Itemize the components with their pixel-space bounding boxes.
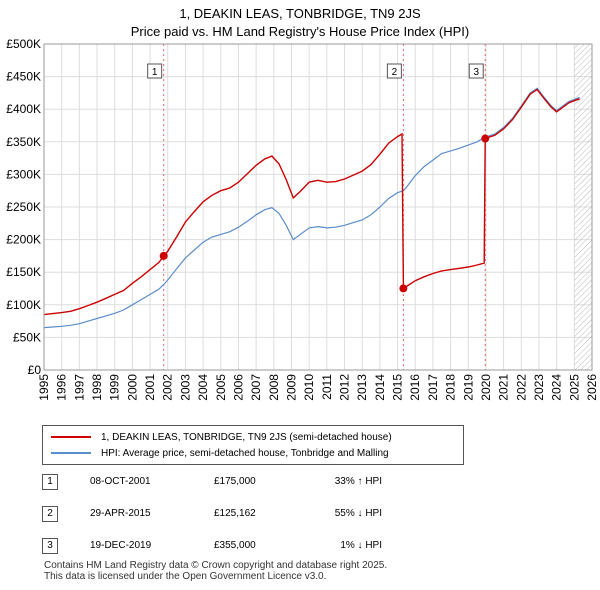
sale-price: £175,000 (214, 476, 256, 487)
footer-line-2: This data is licensed under the Open Gov… (44, 571, 327, 582)
x-tick-label: 2000 (125, 374, 139, 401)
sale-date: 19-DEC-2019 (90, 540, 152, 551)
x-tick-label: 1997 (72, 374, 86, 401)
y-tick-label: £450K (6, 70, 41, 84)
x-tick-label: 2018 (444, 374, 458, 401)
x-tick-label: 2003 (178, 374, 192, 401)
y-tick-label: £400K (6, 102, 41, 116)
y-tick-label: £200K (6, 233, 41, 247)
legend-swatch-price (51, 436, 91, 438)
chart-title-block: 1, DEAKIN LEAS, TONBRIDGE, TN9 2JS Price… (0, 5, 600, 41)
grid-layer (43, 43, 593, 371)
y-tick-label: £300K (6, 167, 41, 181)
sale-label-box (147, 63, 163, 79)
y-tick-label: £0 (28, 363, 42, 377)
sale-point (159, 251, 168, 260)
legend-label-hpi: HPI: Average price, semi-detached house,… (101, 447, 389, 459)
legend-label-price: 1, DEAKIN LEAS, TONBRIDGE, TN9 2JS (semi… (101, 431, 392, 443)
sale-date: 29-APR-2015 (90, 508, 151, 519)
sale-hpi-diff: 1% ↓ HPI (340, 540, 382, 551)
sale-number-badge: 3 (42, 538, 58, 554)
sale-point (399, 284, 408, 293)
x-tick-label: 2002 (161, 374, 175, 401)
sale-label-text: 2 (392, 67, 398, 78)
sale-number-badge: 1 (42, 474, 58, 490)
x-tick-label: 2021 (497, 374, 511, 401)
hpi-series-line (43, 87, 580, 329)
x-tick-label: 2019 (461, 374, 475, 401)
x-tick-label: 2006 (231, 374, 245, 401)
sale-date: 08-OCT-2001 (90, 476, 151, 487)
y-tick-label: £100K (6, 298, 41, 312)
x-tick-label: 2025 (567, 374, 581, 401)
x-tick-label: 2015 (391, 374, 405, 401)
chart-title: 1, DEAKIN LEAS, TONBRIDGE, TN9 2JS (179, 6, 421, 21)
x-tick-label: 2011 (320, 374, 334, 400)
x-tick-label: 2013 (355, 374, 369, 401)
sale-label-text: 3 (473, 67, 479, 78)
x-tick-label: 2022 (514, 374, 528, 401)
price-chart: 1 2 3 £0 £50K £100K £150K £200K £250K £300K £350K… (6, 37, 599, 401)
y-tick-label: £150K (6, 265, 41, 279)
sale-marker-lines (163, 44, 486, 370)
sale-label-box (468, 63, 484, 79)
sale-hpi-diff: 33% ↑ HPI (334, 476, 382, 487)
sale-number-badge: 2 (42, 506, 58, 522)
y-tick-label: £50K (13, 330, 41, 344)
x-tick-label: 2020 (479, 374, 493, 401)
sale-hpi-diff: 55% ↓ HPI (334, 508, 382, 519)
sale-price: £125,162 (214, 508, 256, 519)
chart-legend: 1, DEAKIN LEAS, TONBRIDGE, TN9 2JS (semi… (42, 425, 464, 465)
x-tick-label: 2017 (426, 374, 440, 401)
x-tick-label: 2008 (267, 374, 281, 401)
footer-attribution: Contains HM Land Registry data © Crown c… (44, 560, 387, 582)
chart-subtitle: Price paid vs. HM Land Registry's House … (130, 24, 470, 39)
legend-item-price: 1, DEAKIN LEAS, TONBRIDGE, TN9 2JS (semi… (51, 429, 392, 445)
series-lines (43, 87, 580, 329)
x-tick-label: 1999 (108, 374, 122, 401)
future-hatch-layer (574, 44, 592, 370)
sales-table-row: 2 29-APR-2015 £125,162 55% ↓ HPI (42, 506, 462, 526)
y-tick-label: £350K (6, 135, 41, 149)
x-tick-label: 2001 (143, 374, 157, 401)
x-tick-label: 2010 (302, 374, 316, 401)
x-tick-label: 1995 (37, 374, 51, 401)
y-tick-label: £500K (6, 37, 41, 51)
sale-label-box (386, 63, 402, 79)
y-tick-label: £250K (6, 200, 41, 214)
x-tick-label: 2007 (249, 374, 263, 401)
footer-line-1: Contains HM Land Registry data © Crown c… (44, 560, 388, 571)
sale-label-text: 1 (152, 67, 158, 78)
price-series-line (43, 88, 580, 316)
x-tick-label: 1998 (90, 374, 104, 401)
sale-label-boxes: 1 2 3 (147, 63, 484, 79)
sales-table-row: 1 08-OCT-2001 £175,000 33% ↑ HPI (42, 474, 462, 494)
sales-table-row: 3 19-DEC-2019 £355,000 1% ↓ HPI (42, 538, 462, 558)
x-tick-label: 1996 (55, 374, 69, 401)
x-tick-label: 2012 (338, 374, 352, 401)
x-tick-label: 2026 (585, 374, 599, 401)
x-tick-label: 2014 (373, 374, 387, 401)
x-tick-label: 2024 (550, 374, 564, 401)
x-tick-label: 2023 (532, 374, 546, 401)
legend-swatch-hpi (51, 452, 91, 454)
x-tick-label: 2005 (214, 374, 228, 401)
plot-frame (43, 43, 593, 371)
sale-point (481, 134, 490, 143)
x-tick-label: 2004 (196, 374, 210, 401)
future-hatch-area (574, 44, 592, 370)
axis-labels: £0 £50K £100K £150K £200K £250K £300K £350K £400… (6, 37, 599, 401)
sale-price: £355,000 (214, 540, 256, 551)
legend-item-hpi: HPI: Average price, semi-detached house,… (51, 445, 389, 461)
sale-points (159, 134, 490, 293)
x-tick-label: 2009 (284, 374, 298, 401)
x-tick-label: 2016 (408, 374, 422, 401)
